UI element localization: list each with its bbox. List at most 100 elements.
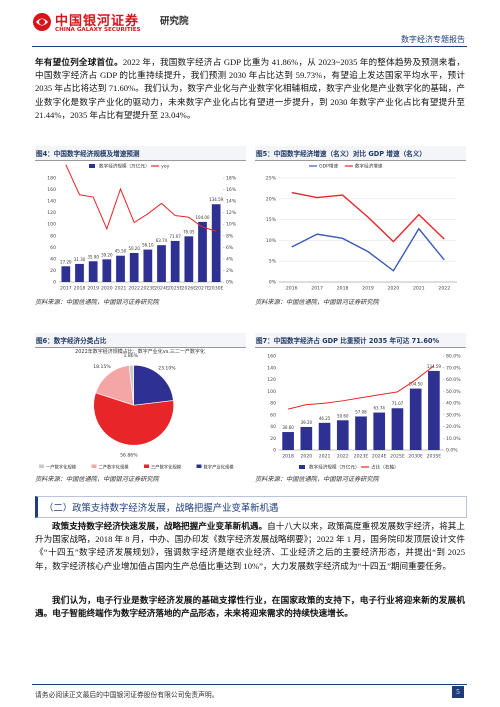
data-label: 134.59 [427, 364, 441, 369]
bar [129, 252, 139, 282]
y-tick-label: 160 [47, 187, 56, 193]
line-series [287, 365, 435, 410]
y2-tick-label: 12% [226, 210, 237, 216]
y2-tick-label: 60.0% [446, 377, 461, 383]
intro-lead: 年有望位列全球首位。 [35, 57, 123, 67]
y2-tick-label: 4% [226, 256, 234, 262]
y2-tick-label: 2% [226, 268, 234, 274]
bar [409, 388, 422, 450]
pie-slice [93, 392, 174, 446]
legend-label: 二产数字化规模 [99, 464, 130, 471]
legend-label: 三产数字化规模 [151, 464, 182, 471]
y-tick-label: 20% [266, 196, 277, 202]
line-series [291, 227, 445, 272]
bar [373, 412, 386, 450]
data-label: 134.59 [209, 197, 223, 202]
y-tick-label: 60 [270, 412, 276, 418]
x-tick-label: 2035E [427, 454, 442, 460]
figure-title: 图6：数字经济分类占比 [35, 333, 246, 348]
bar [102, 259, 112, 282]
x-tick-label: 2027E [195, 286, 210, 292]
section-heading: （二）政策支持数字经济发展，战略把握产业变革新机遇 [35, 496, 467, 518]
figure-title: 图7：中国数字经济占 GDP 比重预计 2035 年可达 71.60% [255, 333, 466, 348]
y2-tick-label: 10.0% [446, 436, 461, 442]
legend-label: 一产数字化规模 [46, 464, 77, 471]
y-tick-label: 80 [270, 401, 276, 407]
data-label: 1.86% [123, 353, 138, 359]
x-tick-label: 2020 [388, 286, 400, 292]
legend-swatch [39, 464, 44, 468]
data-label: 56.86% [120, 452, 138, 458]
intro-text: 2022 年，我国数字经济占 GDP 比重为 41.86%，从 2023~203… [35, 57, 465, 120]
figure-source: 资料来源：中国信通院，中国银河证券研究院 [35, 476, 159, 483]
legend-label: yoy [161, 165, 170, 170]
pie-slice [95, 365, 135, 406]
chart: 0 20 40 60 80 100 120 140 160 180 0% 2% 4% 6% 8% 10% 12%… [47, 163, 237, 292]
data-label: 57.08 [355, 409, 367, 414]
y2-tick-label: 18% [226, 176, 237, 182]
x-tick-label: 2020 [300, 454, 312, 460]
paragraph: 我们认为，电子行业是数字经济发展的基础支撑性行业，在国家政策的支持下，电子行业将… [35, 595, 465, 619]
x-tick-label: 2017 [60, 286, 72, 292]
y2-tick-label: 14% [226, 199, 237, 205]
data-label: 31.30 [74, 257, 86, 262]
y-tick-label: 0% [269, 280, 277, 286]
paragraph: 政策支持数字经济快速发展，战略把握产业变革新机遇。自十八大以来，政策高度重视发展… [35, 520, 465, 573]
disclaimer: 请务必阅读正文最后的中国银河证券股份有限公司免责声明。 [35, 692, 219, 699]
data-label: 35.90 [87, 254, 99, 259]
bar [61, 266, 71, 282]
bar [184, 236, 194, 282]
x-tick-label: 2020 [101, 286, 113, 292]
x-tick-label: 2017 [311, 286, 323, 292]
bar [355, 416, 367, 450]
data-label: 79.05 [183, 229, 195, 234]
bar [211, 204, 221, 282]
y2-tick-label: 80.0% [446, 354, 461, 360]
figure-title: 图5：中国数字经济增速（名义）对比 GDP 增速（名义） [255, 146, 466, 161]
x-tick-label: 2021 [413, 286, 425, 292]
x-tick-label: 2024E [372, 454, 387, 460]
chart: 0% 5% 10% 15% 20% 25% 2016 2017 2018 2019 2020 2021… [266, 163, 457, 292]
bar [170, 240, 180, 282]
x-tick-label: 2022 [438, 286, 450, 292]
y-tick-label: 5% [269, 259, 277, 265]
x-tick-label: 2022 [128, 286, 140, 292]
data-label: 18.15% [93, 364, 111, 370]
data-label: 46.25 [319, 416, 331, 421]
logo-icon [33, 13, 51, 31]
report-name: 数字经济专题报告 [401, 35, 465, 44]
header-rule [32, 46, 467, 47]
data-label: 56.10 [142, 243, 154, 248]
y2-tick-label: 0.0% [446, 448, 458, 454]
bar [428, 370, 440, 450]
y2-tick-label: 6% [226, 245, 234, 251]
page-number: 5 [452, 686, 464, 698]
legend-label: 数字经济规模（万亿元） [99, 163, 150, 170]
y-tick-label: 25% [266, 176, 277, 182]
data-label: 30.60 [282, 425, 294, 430]
y-tick-label: 140 [267, 365, 276, 371]
x-tick-label: 2019 [87, 286, 99, 292]
chart-subtitle: 2022年数字经济规模占比：数字产业化vs.三二一产数字化 [75, 348, 205, 355]
figure-source: 资料来源：中国信通院，中国银河证券研究院 [255, 476, 379, 483]
institute: 研究院 [160, 16, 189, 27]
data-label: 71.07 [169, 234, 181, 239]
y-tick-label: 10% [266, 238, 277, 244]
bar [282, 432, 294, 450]
y-tick-label: 120 [267, 377, 276, 383]
legend-label: 占比（右轴） [371, 464, 399, 471]
x-tick-label: 2025E [390, 454, 405, 460]
brand: 中国银河证券 [55, 14, 140, 29]
bar [336, 420, 349, 450]
figure-source: 资料来源：中国信通院，中国银河证券研究院 [35, 299, 159, 306]
x-tick-label: 2023E [141, 286, 156, 292]
x-tick-label: 2024E [154, 286, 169, 292]
data-label: 71.07 [392, 401, 404, 406]
brand-en: CHINA GALAXY SECURITIES [55, 27, 141, 33]
data-label: 39.20 [101, 252, 113, 257]
y-tick-label: 60 [50, 245, 56, 251]
paragraph-text: 自十八大以来，政策高度重视发展数字经济，将其上升为国家战略，2018 年 8 月… [35, 521, 465, 571]
y-tick-label: 100 [47, 222, 56, 228]
data-label: 50.20 [128, 246, 140, 251]
